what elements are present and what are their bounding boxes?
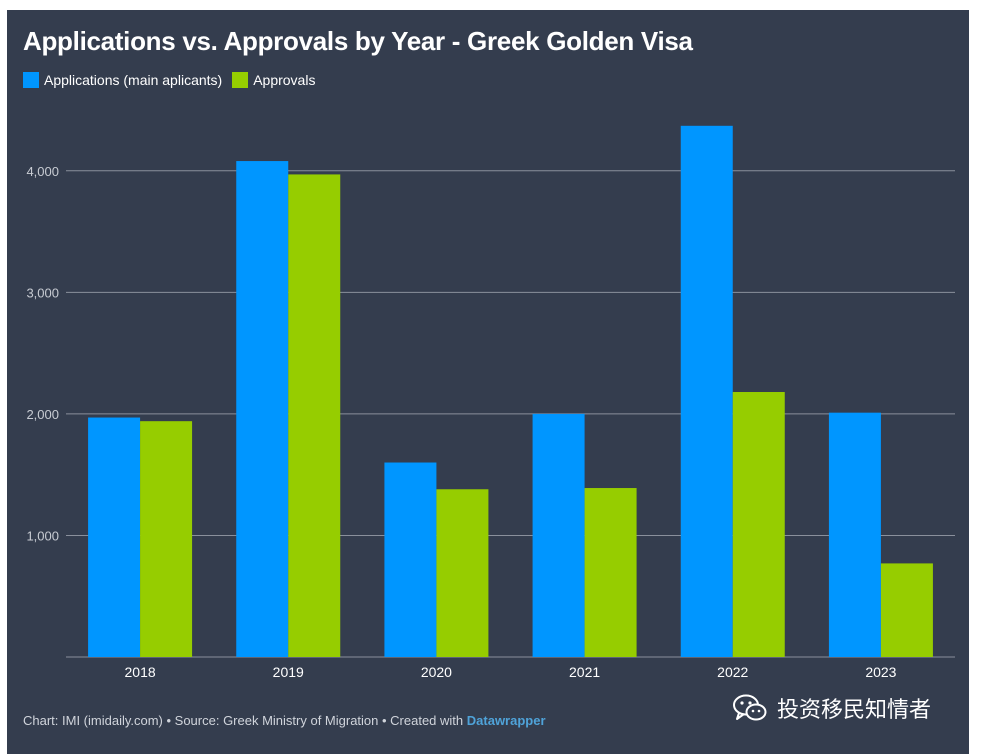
legend-item-applications: Applications (main aplicants): [23, 72, 222, 88]
bar-approvals-2018: [140, 421, 193, 657]
chart-panel: Applications vs. Approvals by Year - Gre…: [7, 10, 969, 754]
y-tick-label: 4,000: [26, 164, 59, 179]
bar-applications-2020: [384, 462, 437, 657]
bar-approvals-2023: [880, 563, 933, 657]
bar-approvals-2019: [288, 174, 341, 657]
x-tick-label: 2018: [125, 664, 156, 680]
y-tick-label: 1,000: [26, 528, 59, 543]
watermark-text: 投资移民知情者: [777, 698, 932, 723]
chart-title: Applications vs. Approvals by Year - Gre…: [23, 26, 693, 56]
bar-approvals-2022: [732, 392, 785, 657]
x-tick-label: 2020: [421, 664, 452, 680]
bar-chart: 1,000 2,000 3,000 4,000 2018 2019 2020 2021 2022…: [26, 125, 955, 680]
legend-item-approvals: Approvals: [232, 72, 315, 88]
bar-approvals-2021: [584, 488, 637, 657]
x-tick-label: 2019: [273, 664, 304, 680]
chart-footer: Chart: IMI (imidaily.com) • Source: Gree…: [23, 713, 546, 728]
y-tick-label: 2,000: [26, 407, 59, 422]
bar-applications-2022: [680, 125, 733, 657]
footer-credit: Chart: IMI (imidaily.com) • Source: Gree…: [23, 713, 467, 728]
legend-label-approvals: Approvals: [253, 72, 316, 88]
wechat-watermark: 投资移民知情者: [733, 692, 931, 724]
datawrapper-link[interactable]: Datawrapper: [466, 713, 546, 728]
bar-applications-2023: [828, 412, 881, 657]
bar-approvals-2020: [436, 489, 489, 657]
x-tick-label: 2021: [569, 664, 600, 680]
legend-swatch-applications: [23, 72, 39, 88]
bar-applications-2018: [88, 417, 141, 657]
legend-label-applications: Applications (main aplicants): [44, 72, 223, 88]
x-tick-label: 2022: [717, 664, 748, 680]
bar-applications-2019: [236, 161, 289, 657]
x-tick-label: 2023: [865, 664, 896, 680]
legend: Applications (main aplicants) Approvals: [23, 72, 315, 88]
wechat-icon: [733, 694, 767, 721]
y-tick-label: 3,000: [26, 285, 59, 300]
bar-applications-2021: [532, 413, 585, 657]
legend-swatch-approvals: [232, 72, 249, 88]
